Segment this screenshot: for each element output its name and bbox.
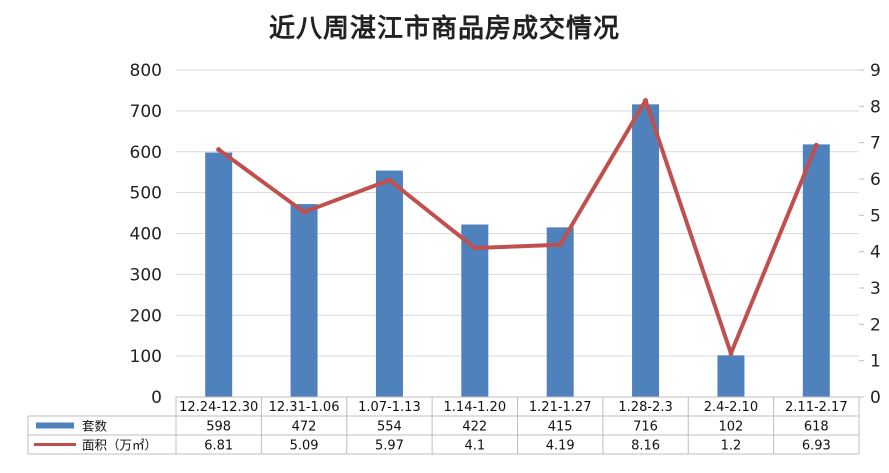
data-value-label: 716 (633, 420, 658, 435)
bar (375, 170, 403, 397)
line-point (813, 142, 819, 148)
data-value-label: 598 (206, 420, 231, 435)
left-axis-tick-label: 300 (130, 265, 162, 285)
right-axis-tick-label: 4 (870, 243, 881, 263)
bar (546, 227, 574, 397)
data-value-label: 5.09 (290, 439, 319, 454)
data-value-label: 4.19 (546, 439, 575, 454)
right-axis-tick-label: 6 (870, 170, 881, 190)
left-axis-tick-label: 100 (130, 347, 162, 367)
right-axis-tick-label: 7 (870, 134, 881, 154)
line-point (728, 350, 734, 356)
left-axis-tick-label: 500 (130, 184, 162, 204)
legend-entry: 套数 (82, 419, 108, 434)
legend-entry: 面积（万㎡） (82, 438, 157, 453)
left-axis-tick-label: 800 (130, 61, 162, 81)
category-label: 1.07-1.13 (358, 400, 421, 415)
bar (632, 104, 660, 398)
line-point (216, 147, 222, 153)
bar (205, 152, 233, 397)
chart-title: 近八周湛江市商品房成交情况 (268, 14, 620, 44)
data-value-label: 6.81 (204, 439, 233, 454)
data-value-label: 1.2 (721, 439, 742, 454)
bar (802, 144, 830, 397)
right-axis: 0 1 2 3 4 5 6 7 8 9 (859, 61, 881, 408)
left-axis-tick-label: 200 (130, 306, 162, 326)
right-axis-tick-label: 9 (870, 61, 881, 81)
gridlines (176, 69, 859, 357)
data-value-label: 472 (292, 420, 317, 435)
data-value-label: 102 (719, 420, 744, 435)
bar (717, 355, 745, 397)
right-axis-tick-label: 8 (870, 97, 881, 117)
data-value-label: 422 (462, 420, 487, 435)
data-value-label: 8.16 (631, 439, 660, 454)
right-axis-tick-label: 5 (870, 206, 881, 226)
line-series (216, 98, 819, 356)
data-value-label: 618 (804, 420, 829, 435)
line-point (643, 98, 649, 104)
category-label: 2.11-2.17 (785, 400, 848, 415)
category-label: 1.14-1.20 (444, 400, 507, 415)
data-value-label: 5.97 (375, 439, 404, 454)
left-axis-tick-label: 700 (130, 102, 162, 122)
category-label: 12.31-1.06 (269, 400, 340, 415)
bar-series (205, 104, 830, 398)
line-point (386, 177, 392, 183)
line-series-path (216, 98, 819, 356)
bar (290, 204, 318, 397)
left-axis-tick-label: 0 (151, 388, 162, 408)
left-axis-tick-label: 400 (130, 225, 162, 245)
right-axis-tick-label: 1 (870, 352, 881, 372)
left-axis: 0 100 200 300 400 500 600 700 800 (130, 61, 162, 408)
line-point (557, 242, 563, 248)
right-axis-tick-label: 2 (870, 315, 881, 335)
data-value-label: 6.93 (802, 439, 831, 454)
category-label: 1.21-1.27 (529, 400, 592, 415)
data-value-label: 415 (548, 420, 573, 435)
category-label: 2.4-2.10 (704, 400, 758, 415)
left-axis-tick-label: 600 (130, 143, 162, 163)
line-point (301, 209, 307, 215)
right-axis-tick-label: 3 (870, 279, 881, 299)
right-axis-tick-label: 0 (870, 388, 881, 408)
legend-swatch-bar (36, 422, 74, 429)
bar (461, 224, 489, 397)
data-value-label: 4.1 (464, 439, 485, 454)
data-value-label: 554 (377, 420, 402, 435)
category-label: 12.24-12.30 (179, 400, 258, 415)
data-table: 12.24-12.30 12.31-1.06 1.07-1.13 1.14-1.20 1… (27, 396, 860, 455)
line-point (472, 245, 478, 251)
category-label: 1.28-2.3 (618, 400, 672, 415)
